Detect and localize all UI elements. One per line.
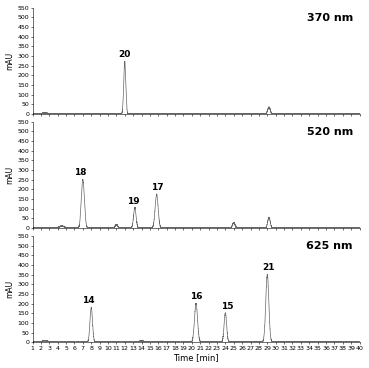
Y-axis label: mAU: mAU: [6, 280, 14, 298]
Text: 15: 15: [221, 302, 233, 311]
Text: 20: 20: [118, 50, 131, 59]
Text: 21: 21: [263, 263, 275, 272]
Text: 520 nm: 520 nm: [307, 127, 353, 137]
Text: 16: 16: [190, 292, 202, 301]
Text: 625 nm: 625 nm: [307, 241, 353, 251]
X-axis label: Time [min]: Time [min]: [173, 353, 219, 362]
Y-axis label: mAU: mAU: [6, 52, 14, 70]
Text: 18: 18: [74, 169, 87, 177]
Text: 14: 14: [82, 296, 95, 305]
Y-axis label: mAU: mAU: [6, 166, 14, 184]
Text: 19: 19: [127, 197, 139, 206]
Text: 17: 17: [151, 183, 164, 192]
Text: 370 nm: 370 nm: [307, 13, 353, 23]
